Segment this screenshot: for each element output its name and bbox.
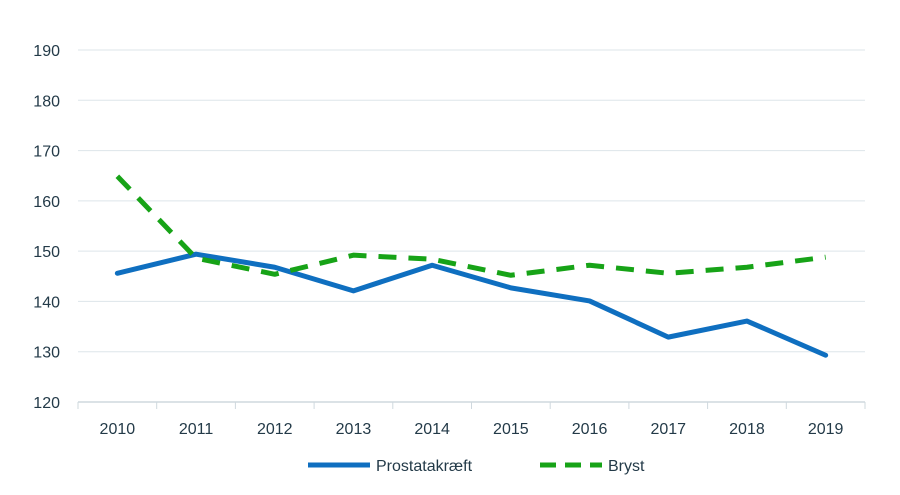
x-tick-label: 2014 bbox=[414, 421, 450, 438]
y-tick-label: 190 bbox=[33, 43, 60, 60]
x-tick-label: 2010 bbox=[100, 421, 136, 438]
series-lines bbox=[114, 174, 829, 358]
x-tick-label: 2017 bbox=[650, 421, 686, 438]
x-tick-label: 2019 bbox=[808, 421, 844, 438]
x-tick-label: 2016 bbox=[572, 421, 608, 438]
x-tick-label: 2013 bbox=[336, 421, 372, 438]
x-tick-label: 2018 bbox=[729, 421, 765, 438]
legend-label: Bryst bbox=[608, 458, 645, 475]
y-tick-label: 140 bbox=[33, 294, 60, 311]
legend: Prostatakræft Bryst bbox=[308, 458, 645, 475]
series-line-prostatakraeft bbox=[114, 251, 829, 358]
y-tick-label: 170 bbox=[33, 144, 60, 161]
y-tick-label: 150 bbox=[33, 244, 60, 261]
y-tick-label: 160 bbox=[33, 194, 60, 211]
y-tick-label: 180 bbox=[33, 93, 60, 110]
y-tick-label: 130 bbox=[33, 345, 60, 362]
x-tick-label: 2011 bbox=[179, 421, 214, 438]
y-axis: 120 130 140 150 160 170 180 190 bbox=[33, 43, 60, 412]
gridlines bbox=[78, 49, 865, 353]
x-tick-label: 2015 bbox=[493, 421, 529, 438]
legend-label: Prostatakræft bbox=[376, 458, 473, 475]
x-tick-label: 2012 bbox=[257, 421, 293, 438]
x-axis: 2010 2011 2012 2013 2014 2015 2016 2017 2018 2019 bbox=[77, 401, 866, 438]
series-line-bryst bbox=[115, 174, 826, 278]
y-tick-label: 120 bbox=[33, 395, 60, 412]
